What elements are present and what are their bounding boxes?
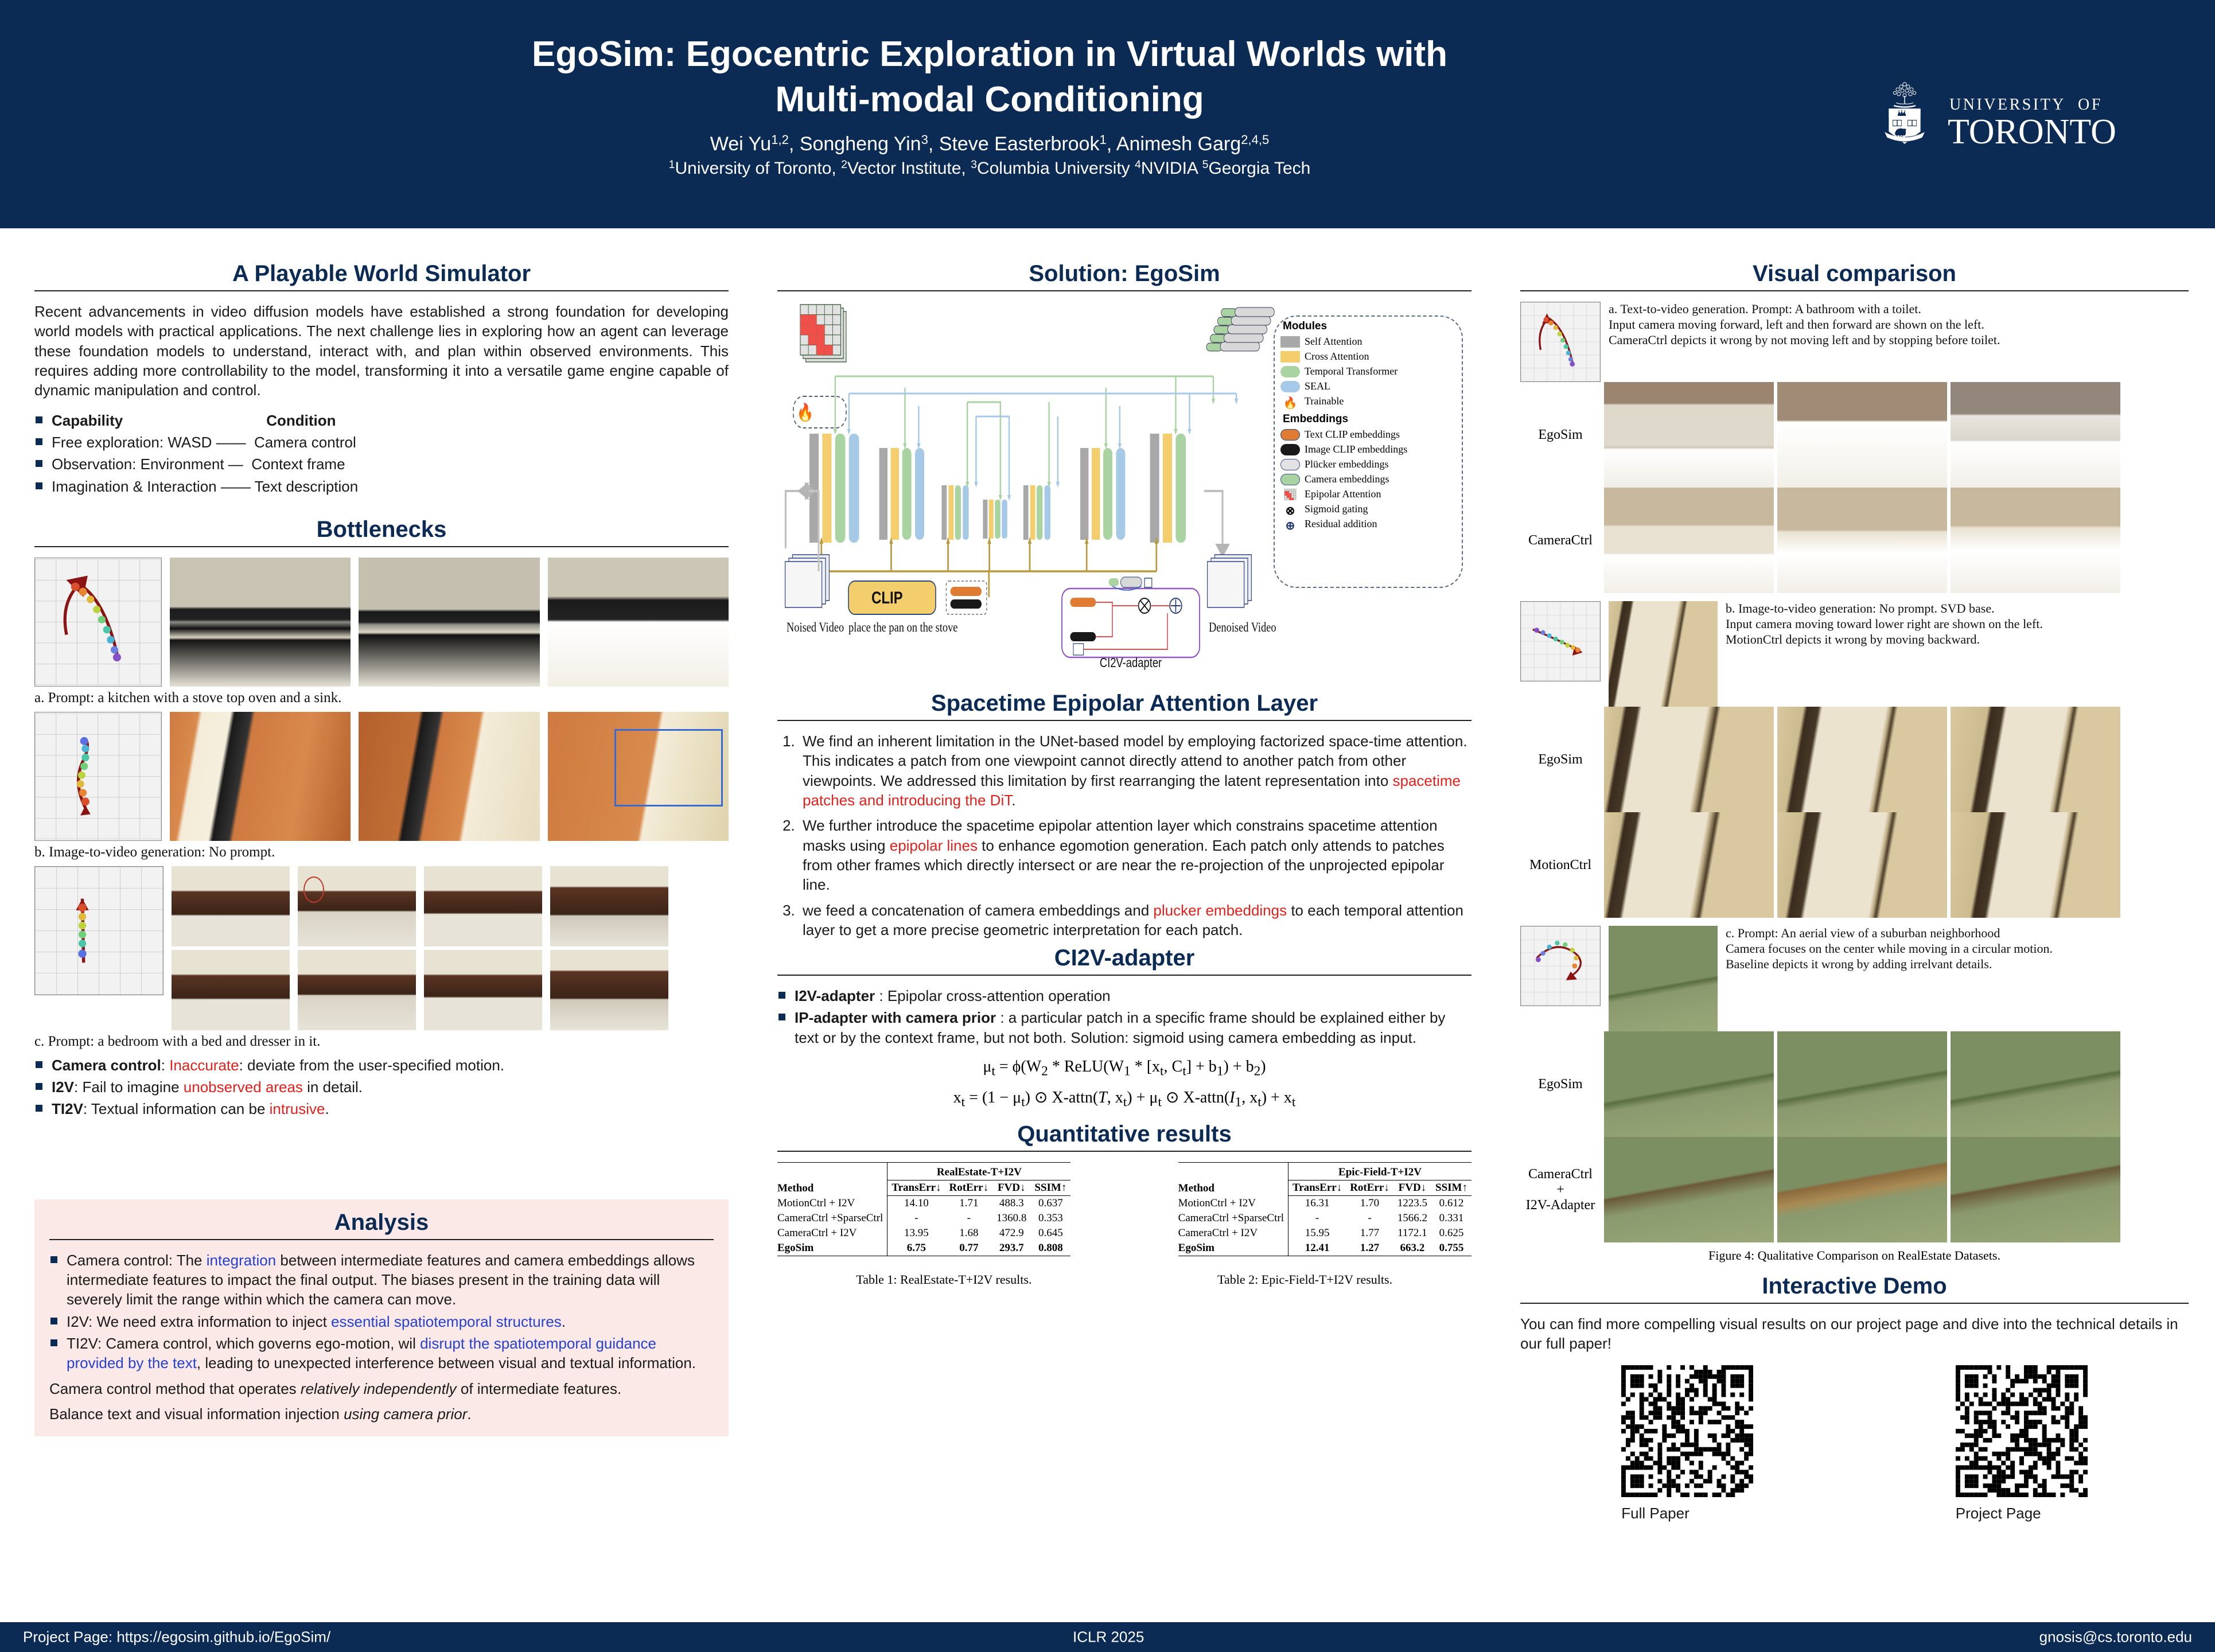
svg-text:ARBOR: ARBOR <box>1892 135 1906 139</box>
svg-text:CLIP: CLIP <box>871 587 903 607</box>
svg-text:Noised Video: Noised Video <box>787 620 844 635</box>
svg-text:🔥: 🔥 <box>797 402 814 422</box>
svg-text:CI2V-adapter: CI2V-adapter <box>1100 656 1162 670</box>
svg-text:place the pan on the stove: place the pan on the stove <box>848 620 957 635</box>
svg-text:Denoised Video: Denoised Video <box>1209 620 1276 635</box>
svg-text:UNIVERSITY OF: UNIVERSITY OF <box>1949 96 2103 114</box>
svg-text:TORONTO: TORONTO <box>1948 112 2116 151</box>
